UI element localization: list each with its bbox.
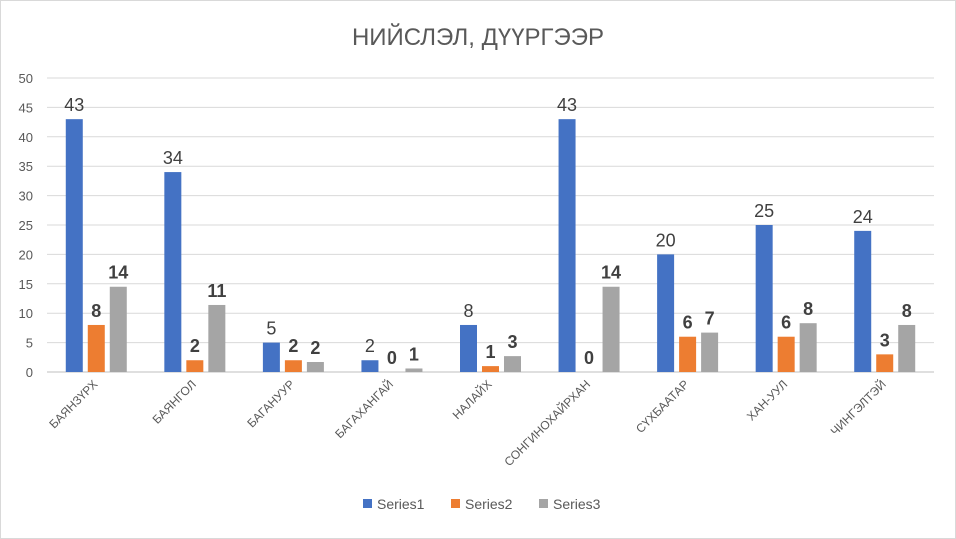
- data-label: 0: [584, 348, 594, 368]
- bar-series3-2: [306, 362, 324, 372]
- y-tick-label: 30: [19, 189, 33, 204]
- data-label: 1: [409, 344, 419, 364]
- x-tick-label: ХАН-УУЛ: [744, 377, 790, 423]
- bar-series1-1: [164, 172, 182, 372]
- legend-swatch: [539, 499, 548, 508]
- bars: [65, 119, 916, 372]
- data-label: 2: [190, 336, 200, 356]
- bar-series3-1: [208, 304, 226, 372]
- y-tick-label: 50: [19, 71, 33, 86]
- legend: Series1 Series2 Series3: [363, 496, 601, 512]
- data-label: 34: [163, 148, 183, 168]
- bar-series1-7: [755, 225, 773, 372]
- bar-series1-2: [262, 342, 280, 372]
- bar-series1-3: [361, 360, 379, 372]
- y-tick-label: 0: [26, 365, 33, 380]
- data-label: 1: [485, 342, 495, 362]
- data-label: 8: [803, 299, 813, 319]
- x-tick-label: БАГАНУУР: [244, 377, 297, 430]
- bar-series3-5: [602, 286, 620, 372]
- bar-series2-6: [679, 336, 697, 372]
- bar-series2-4: [482, 366, 499, 372]
- x-axis: БАЯНЗҮРХ БАЯНГОЛ БАГАНУУР БАГАХАНГАЙ НАЛАЙХ С…: [46, 377, 888, 469]
- y-tick-label: 35: [19, 159, 33, 174]
- gridlines: [47, 77, 934, 373]
- data-label: 8: [91, 301, 101, 321]
- bar-series2-2: [284, 360, 302, 372]
- data-label: 7: [705, 309, 715, 329]
- chart-title: НИЙСЛЭЛ, ДҮҮРГЭЭР: [352, 23, 604, 51]
- bar-series2-1: [186, 360, 204, 372]
- y-tick-label: 25: [19, 218, 33, 233]
- y-tick-label: 15: [19, 277, 33, 292]
- y-axis: 0 5 10 15 20 25 30 35 40 45 50: [19, 71, 33, 380]
- bar-series1-6: [657, 254, 675, 372]
- y-tick-label: 40: [19, 130, 33, 145]
- data-label: 14: [108, 263, 128, 283]
- x-tick-label: СОНГИНОХАЙРХАН: [501, 377, 593, 469]
- bar-series3-7: [799, 323, 817, 372]
- bar-series2-0: [87, 324, 105, 372]
- legend-swatch: [451, 499, 460, 508]
- data-label: 14: [601, 263, 621, 283]
- x-tick-label: БАЯНГОЛ: [150, 377, 199, 426]
- data-label: 0: [387, 348, 397, 368]
- x-tick-label: БАГАХАНГАЙ: [331, 377, 396, 442]
- bar-series2-8: [876, 354, 894, 372]
- data-label: 20: [656, 230, 676, 250]
- data-label: 8: [463, 301, 473, 321]
- y-tick-label: 20: [19, 247, 33, 262]
- data-label: 11: [207, 281, 226, 301]
- bar-series1-4: [460, 324, 477, 372]
- data-label: 2: [310, 338, 320, 358]
- data-label: 3: [880, 330, 890, 350]
- data-label: 2: [288, 336, 298, 356]
- legend-label: Series2: [465, 496, 513, 512]
- x-tick-label: СҮХБААТАР: [633, 377, 692, 436]
- bar-series3-0: [109, 286, 127, 372]
- data-label: 3: [507, 332, 517, 352]
- x-tick-label: НАЛАЙХ: [449, 377, 495, 423]
- data-label: 6: [781, 313, 791, 333]
- data-label: 2: [365, 336, 375, 356]
- bar-series3-6: [701, 332, 719, 372]
- y-tick-label: 10: [19, 306, 33, 321]
- x-tick-label: ЧИНГЭЛТЭЙ: [827, 377, 889, 439]
- bar-series3-3: [405, 368, 423, 372]
- y-tick-label: 5: [26, 336, 33, 351]
- bar-series3-8: [898, 324, 916, 372]
- y-tick-label: 45: [19, 100, 33, 115]
- bar-series1-0: [65, 119, 83, 372]
- bar-series3-4: [504, 356, 521, 372]
- legend-label: Series1: [377, 496, 425, 512]
- legend-label: Series3: [553, 496, 601, 512]
- legend-swatch: [363, 499, 372, 508]
- data-label: 5: [266, 319, 276, 339]
- data-label: 43: [64, 95, 84, 115]
- bar-series1-5: [558, 119, 576, 372]
- data-label: 24: [853, 207, 873, 227]
- data-label: 8: [902, 301, 912, 321]
- bar-series1-8: [854, 230, 872, 372]
- data-label: 43: [557, 95, 577, 115]
- data-label: 25: [754, 201, 774, 221]
- bar-series2-7: [777, 336, 795, 372]
- x-tick-label: БАЯНЗҮРХ: [46, 377, 100, 431]
- data-label: 6: [683, 313, 693, 333]
